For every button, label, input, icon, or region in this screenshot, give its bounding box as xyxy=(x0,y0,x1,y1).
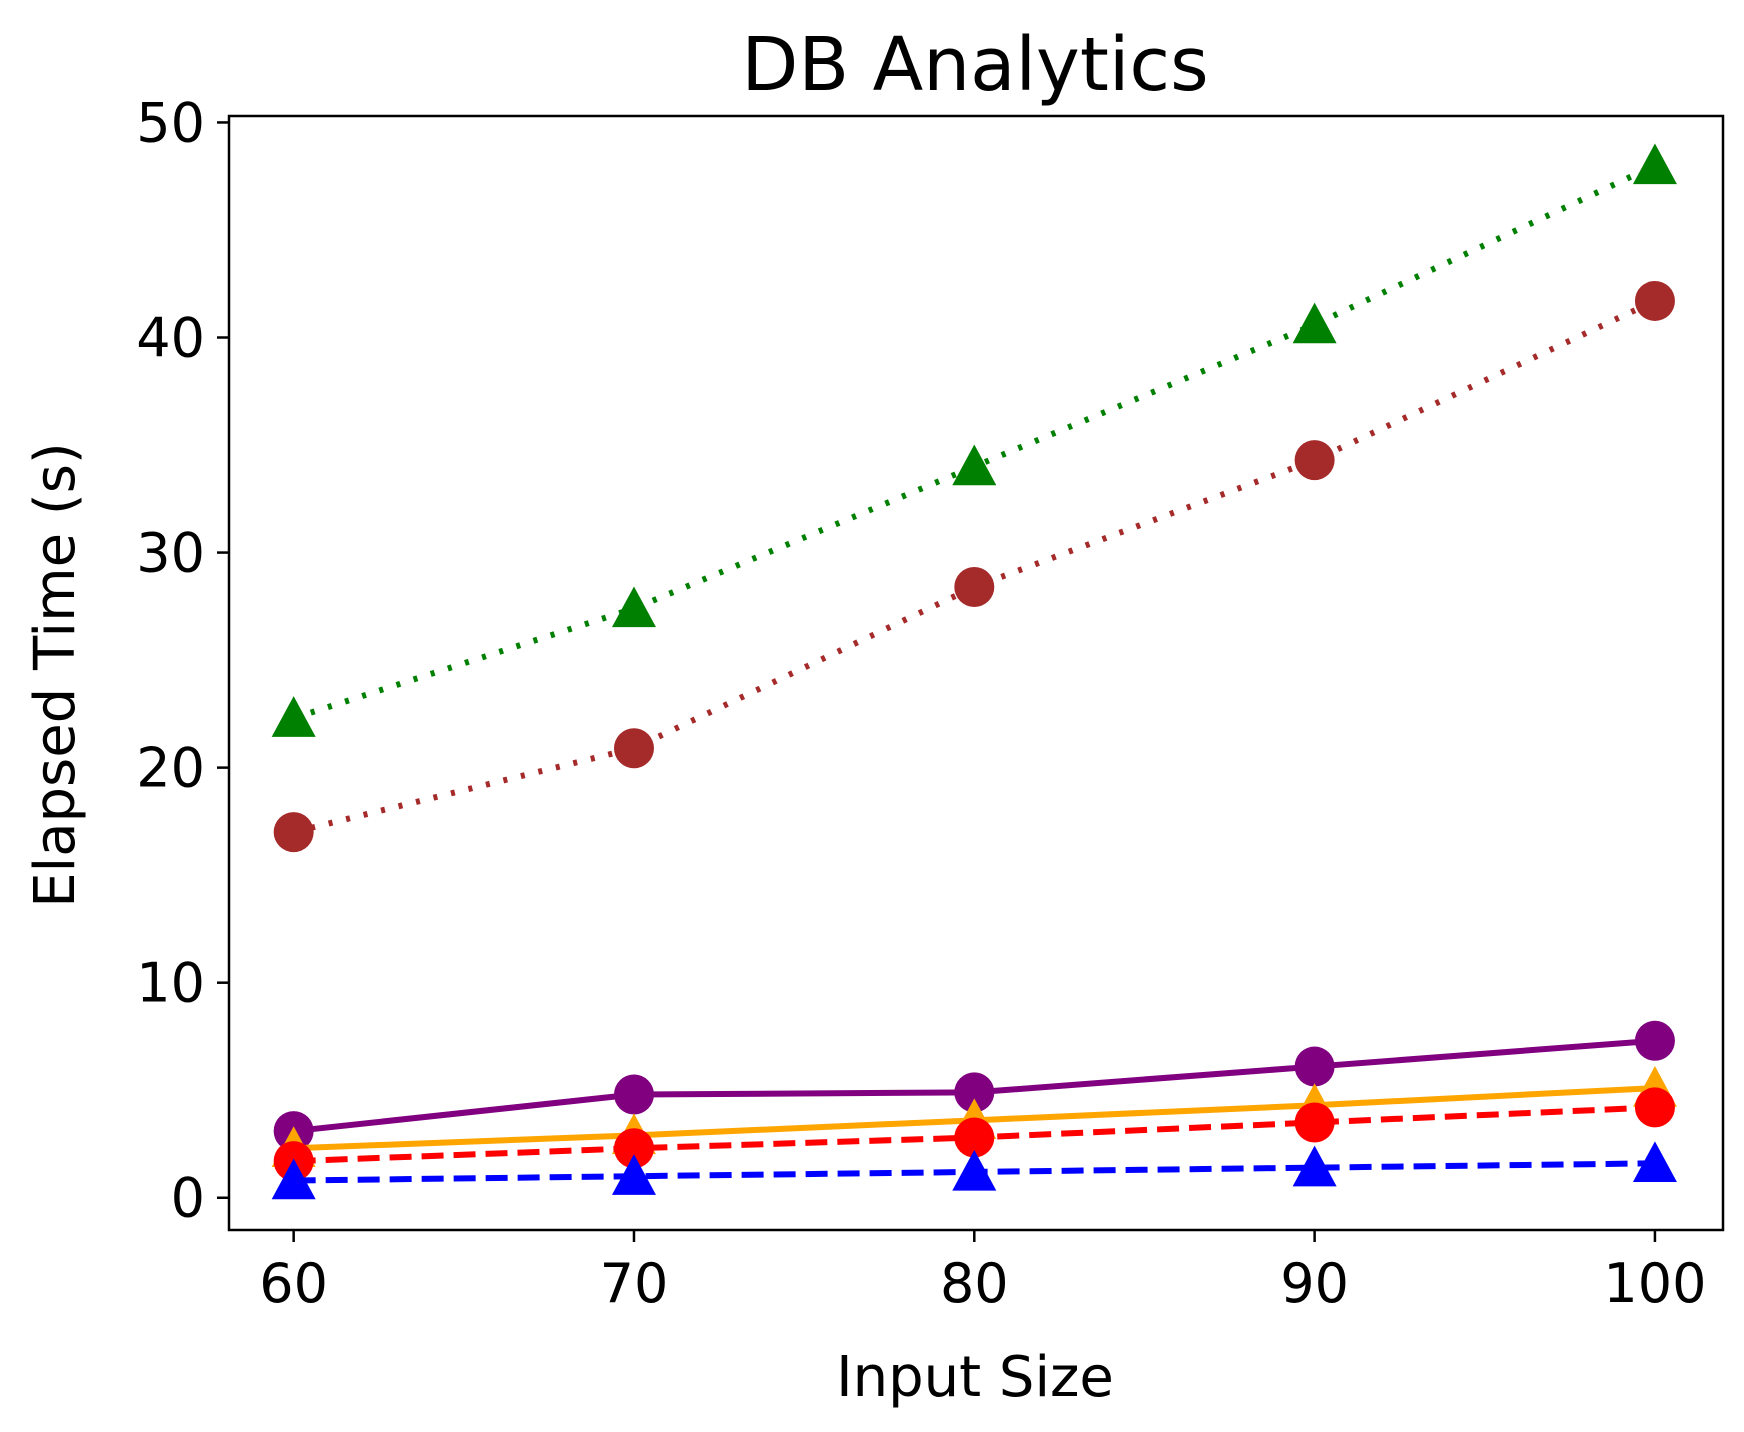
x-tick-label: 80 xyxy=(940,1252,1009,1315)
y-tick-label: 10 xyxy=(136,952,205,1015)
series-2 xyxy=(273,1020,1675,1152)
series-0 xyxy=(271,143,1677,737)
series-1 xyxy=(273,280,1675,853)
data-point xyxy=(952,444,997,486)
data-point xyxy=(613,728,654,769)
data-point xyxy=(271,696,316,737)
x-tick-label: 70 xyxy=(600,1252,669,1315)
x-axis-label: Input Size xyxy=(836,1345,1114,1410)
series-4 xyxy=(273,1087,1675,1182)
plot-frame xyxy=(227,114,1725,1232)
y-tick-label: 20 xyxy=(136,737,205,800)
data-point xyxy=(613,1128,654,1169)
x-tick-label: 100 xyxy=(1603,1252,1706,1315)
data-point xyxy=(613,1074,654,1115)
x-tick-label: 60 xyxy=(259,1252,328,1315)
data-point xyxy=(1294,1046,1335,1087)
data-point xyxy=(954,566,995,607)
data-point xyxy=(271,1158,316,1200)
data-point xyxy=(1294,1102,1335,1143)
y-tick-label: 30 xyxy=(136,522,205,585)
plot-area: 60 70 80 90 100 0 10 20 30 40 50 xyxy=(136,91,1725,1315)
series-line xyxy=(292,298,1657,836)
data-point xyxy=(1294,440,1335,481)
data-point xyxy=(1634,1087,1675,1128)
data-point xyxy=(1634,280,1675,321)
chart-title: DB Analytics xyxy=(741,22,1208,108)
y-axis-label: Elapsed Time (s) xyxy=(23,442,88,908)
data-point xyxy=(1634,1020,1675,1061)
x-tick-label: 90 xyxy=(1280,1252,1349,1315)
y-tick-label: 50 xyxy=(136,91,205,154)
series-line xyxy=(292,162,1657,722)
data-point xyxy=(952,1149,997,1191)
data-point xyxy=(954,1117,995,1158)
data-point xyxy=(954,1072,995,1113)
y-tick-label: 40 xyxy=(136,307,205,370)
data-point xyxy=(1632,1141,1677,1183)
data-point xyxy=(1292,1145,1337,1187)
series-5 xyxy=(271,1141,1677,1200)
data-point xyxy=(611,586,656,628)
data-point xyxy=(273,812,314,853)
data-point xyxy=(611,1154,656,1195)
data-point xyxy=(1632,143,1677,185)
data-point xyxy=(1292,302,1337,344)
y-tick-label: 0 xyxy=(171,1167,205,1230)
